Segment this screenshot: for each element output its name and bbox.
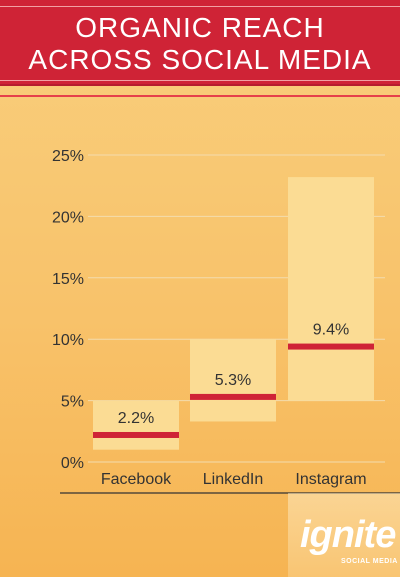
data-label-linkedin: 5.3% bbox=[215, 372, 251, 389]
divider-line bbox=[0, 95, 400, 97]
x-tick-label-facebook: Facebook bbox=[101, 471, 172, 488]
range-bar-facebook bbox=[93, 400, 179, 450]
title-line-2: ACROSS SOCIAL MEDIA bbox=[28, 44, 372, 75]
data-label-facebook: 2.2% bbox=[118, 410, 154, 427]
value-marker-facebook bbox=[93, 431, 179, 438]
y-tick-label: 25% bbox=[52, 148, 84, 165]
range-bar-linkedin bbox=[190, 339, 276, 422]
range-bar-instagram bbox=[288, 177, 374, 401]
x-tick-label-linkedin: LinkedIn bbox=[203, 471, 264, 488]
title-line-1: ORGANIC REACH bbox=[75, 12, 325, 43]
y-tick-label: 15% bbox=[52, 271, 84, 288]
y-tick-label: 20% bbox=[52, 209, 84, 226]
y-tick-label: 0% bbox=[61, 455, 84, 472]
logo-panel bbox=[288, 493, 400, 577]
ignite-logo: ignite bbox=[300, 514, 396, 556]
y-tick-label: 10% bbox=[52, 332, 84, 349]
y-tick-label: 5% bbox=[61, 394, 84, 411]
title-banner: ORGANIC REACH ACROSS SOCIAL MEDIA bbox=[0, 0, 400, 86]
x-tick-label-instagram: Instagram bbox=[295, 471, 366, 488]
data-label-instagram: 9.4% bbox=[313, 322, 349, 339]
banner-bottom-rule bbox=[0, 80, 400, 81]
banner-top-rule bbox=[0, 6, 400, 7]
value-marker-linkedin bbox=[190, 393, 276, 400]
logo-subtitle: SOCIAL MEDIA bbox=[341, 558, 398, 565]
value-marker-instagram bbox=[288, 343, 374, 350]
